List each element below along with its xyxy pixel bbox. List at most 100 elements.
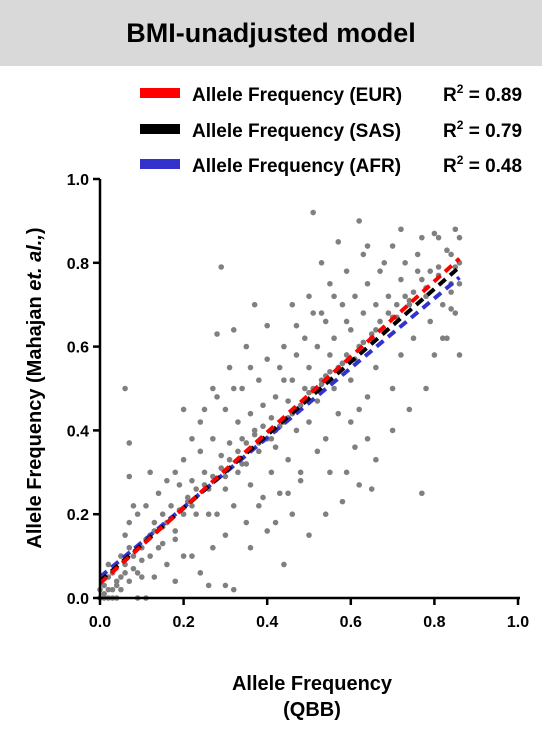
data-point	[155, 490, 162, 497]
data-point	[126, 440, 133, 446]
data-point	[272, 444, 279, 450]
data-point	[439, 301, 446, 308]
data-point	[260, 423, 266, 430]
data-point	[356, 406, 362, 413]
data-points	[97, 209, 463, 601]
data-point	[364, 394, 371, 400]
data-point	[276, 490, 283, 497]
data-point	[310, 310, 316, 316]
regression-line-eur	[98, 257, 461, 585]
data-point	[285, 398, 291, 404]
data-point	[293, 427, 300, 434]
data-point	[251, 431, 258, 438]
y-tick-label: 0.0	[67, 591, 89, 608]
data-point	[247, 482, 254, 488]
y-tick-label: 0.6	[67, 340, 89, 357]
data-point	[139, 557, 145, 564]
y-tick-label: 0.8	[67, 256, 89, 273]
data-point	[281, 561, 287, 568]
data-point	[205, 582, 212, 589]
data-point	[189, 435, 195, 442]
data-point	[113, 582, 120, 589]
data-point	[126, 544, 133, 551]
data-point	[335, 239, 342, 245]
data-point	[322, 511, 329, 517]
data-point	[343, 469, 350, 476]
data-point	[431, 230, 438, 237]
data-point	[264, 528, 271, 534]
data-point	[214, 331, 220, 337]
data-point	[172, 578, 179, 585]
data-point	[297, 477, 304, 484]
data-point	[385, 310, 392, 316]
data-point	[180, 511, 187, 517]
data-point	[419, 276, 425, 283]
data-point	[243, 519, 250, 526]
data-point	[222, 532, 229, 538]
data-point	[134, 511, 141, 517]
data-point	[293, 352, 300, 358]
data-point	[410, 335, 417, 342]
data-point	[226, 364, 233, 371]
data-point	[306, 419, 312, 425]
data-point	[364, 243, 371, 249]
data-point	[306, 389, 312, 396]
data-point	[419, 234, 425, 241]
data-point	[448, 251, 454, 258]
regression-lines	[98, 257, 461, 585]
data-point	[306, 532, 312, 538]
data-point	[297, 469, 304, 476]
data-point	[389, 427, 396, 434]
data-point	[256, 377, 262, 383]
y-ticks: 0.0 0.2 0.4 0.6 0.8 1.0	[67, 172, 100, 608]
data-point	[176, 482, 183, 488]
data-point	[168, 503, 174, 509]
data-point	[393, 301, 400, 308]
data-point	[109, 586, 116, 593]
data-point	[289, 377, 296, 383]
data-point	[118, 574, 124, 580]
y-axis-title-italic: et. al.,	[24, 234, 46, 291]
data-point	[247, 410, 254, 417]
data-point	[189, 477, 195, 484]
data-point	[197, 570, 204, 576]
data-point	[222, 582, 229, 589]
data-point	[243, 440, 250, 446]
data-point	[272, 519, 279, 526]
data-point	[360, 251, 367, 258]
data-point	[218, 465, 225, 471]
data-point	[448, 306, 454, 312]
data-point	[126, 578, 133, 585]
x-tick-label: 1.0	[507, 614, 529, 631]
data-point	[343, 268, 350, 274]
data-point	[352, 444, 358, 450]
x-axis-title-line1: Allele Frequency	[232, 673, 393, 695]
data-point	[201, 469, 208, 476]
data-point	[322, 318, 329, 325]
data-point	[180, 406, 187, 413]
data-point	[431, 352, 438, 358]
data-point	[101, 591, 107, 597]
x-axis-title-line2: (QBB)	[283, 699, 341, 721]
data-point	[193, 511, 199, 517]
data-point	[444, 335, 450, 342]
data-point	[339, 498, 346, 505]
data-point	[302, 385, 308, 392]
data-point	[260, 402, 266, 409]
chart-title: BMI-unadjusted model	[126, 17, 416, 48]
data-point	[331, 385, 337, 392]
data-point	[343, 352, 350, 358]
y-tick-label: 0.2	[67, 507, 89, 524]
data-point	[452, 264, 459, 270]
legend-r2-eur-value: = 0.89	[469, 85, 522, 106]
data-point	[348, 377, 354, 383]
data-point	[318, 260, 325, 266]
data-point	[130, 503, 137, 509]
legend-label-sas: Allele Frequency (SAS)	[192, 121, 401, 142]
data-point	[364, 435, 371, 442]
data-point	[406, 297, 413, 304]
data-point	[243, 461, 250, 467]
data-point	[268, 415, 275, 421]
data-point	[339, 301, 346, 308]
legend-swatch-sas	[140, 124, 180, 134]
